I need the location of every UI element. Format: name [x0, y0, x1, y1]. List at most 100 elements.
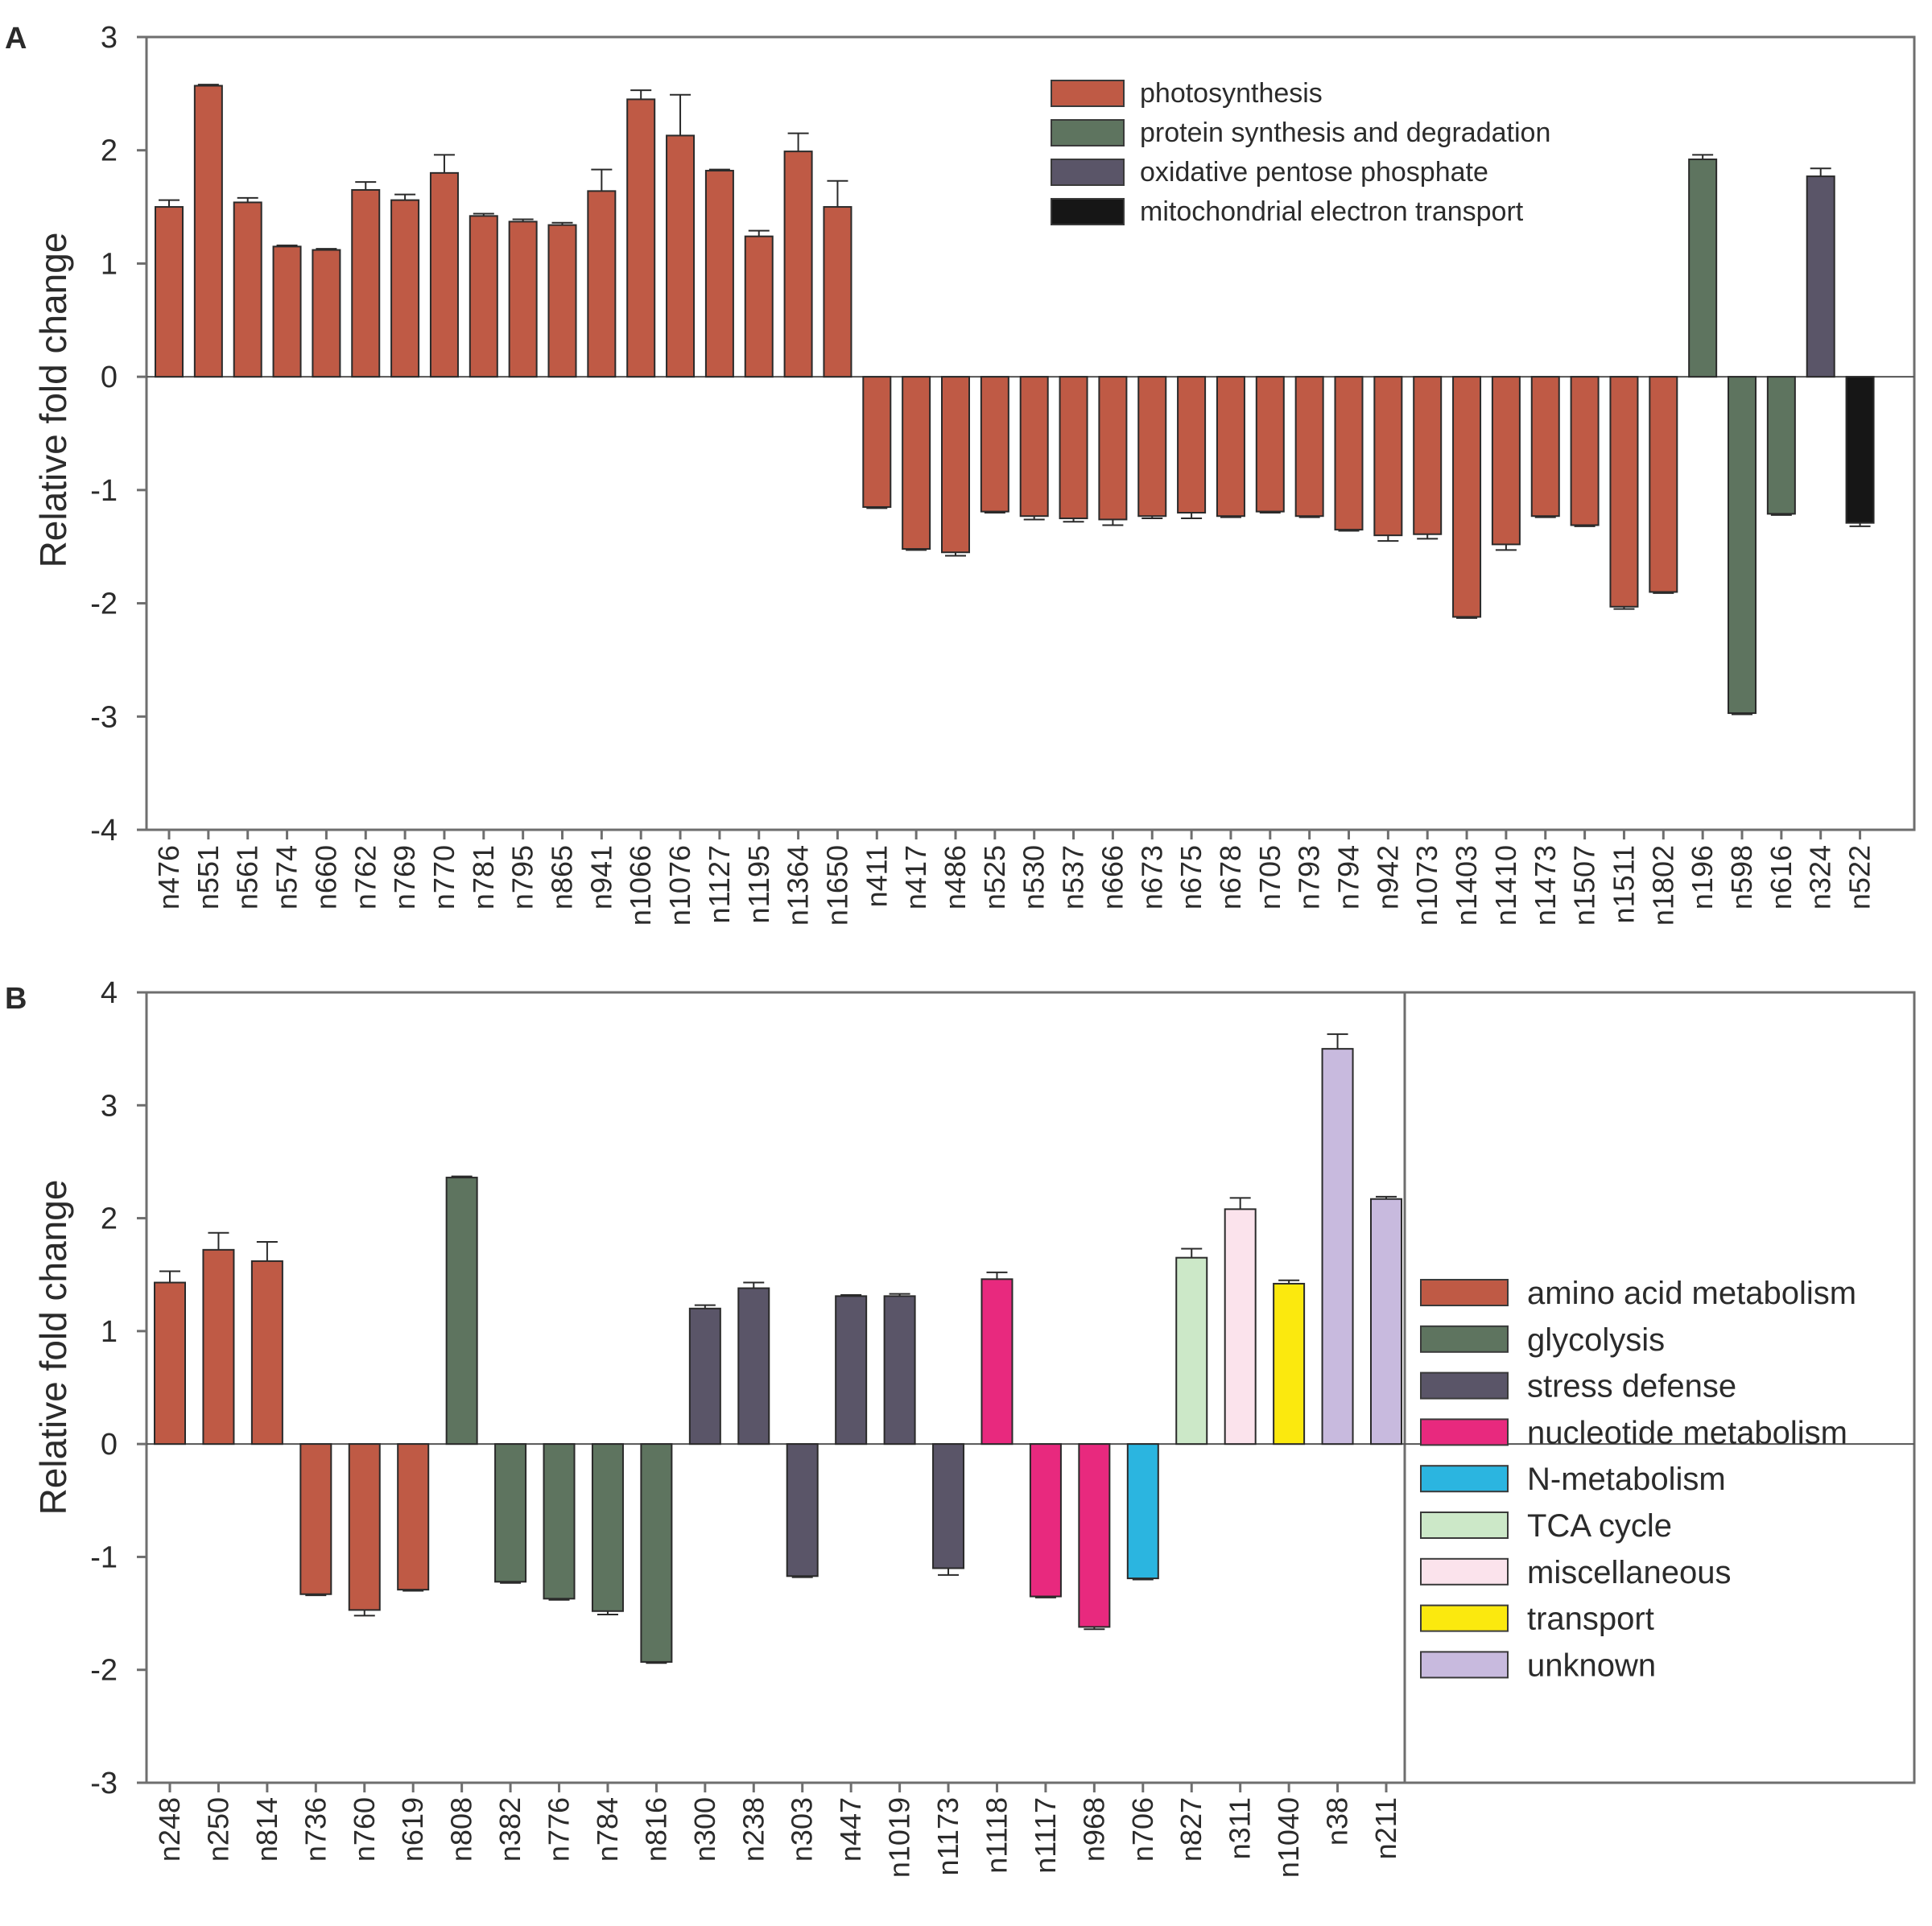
category-label-n619: n619	[396, 1797, 429, 1862]
y-tick-label: -4	[90, 814, 118, 848]
category-label-n522: n522	[1843, 845, 1876, 909]
category-label-n706: n706	[1126, 1797, 1159, 1862]
category-label-n447: n447	[834, 1797, 867, 1862]
category-label-n1066: n1066	[624, 845, 657, 926]
y-tick-label: 0	[101, 361, 118, 394]
category-label-n760: n760	[348, 1797, 381, 1862]
category-label-n1650: n1650	[820, 845, 853, 926]
legend-label: transport	[1527, 1602, 1654, 1637]
category-label-n816: n816	[639, 1797, 672, 1862]
legend-label: N-metabolism	[1527, 1462, 1726, 1497]
bar-n411	[862, 376, 892, 508]
bar-n794	[1334, 376, 1364, 531]
bar-n1473	[1530, 376, 1560, 518]
bar-n551	[193, 85, 223, 378]
error-bar-n1802	[1653, 592, 1674, 594]
error-bar-n762	[355, 181, 377, 190]
x-labels-a: n476 n551 n561 n574 n660 n762 n769 n770 n781 n795…	[152, 830, 1876, 926]
legend-swatch	[1420, 1279, 1509, 1306]
category-label-n705: n705	[1253, 845, 1286, 909]
legend-label: oxidative pentose phosphate	[1140, 157, 1488, 188]
error-bar-n736	[305, 1594, 327, 1597]
bar-n250	[202, 1248, 235, 1446]
bar-n1650	[823, 206, 852, 378]
error-bar-n1019	[889, 1293, 910, 1297]
bar-n1403	[1452, 376, 1482, 618]
error-bar-n447	[840, 1293, 862, 1297]
bar-n525	[980, 376, 1009, 513]
error-bar-n865	[551, 221, 573, 225]
bar-n1127	[704, 170, 734, 378]
error-bar-n770	[433, 154, 455, 173]
error-bar-n1195	[748, 229, 770, 237]
error-bar-n486	[945, 552, 966, 557]
legend-swatch	[1051, 119, 1125, 146]
legend-item: N-metabolism	[1420, 1462, 1726, 1497]
bar-n38	[1321, 1048, 1354, 1446]
error-bar-n1127	[708, 168, 730, 171]
legend-item: stress defense	[1420, 1369, 1736, 1404]
category-label-n941: n941	[584, 845, 617, 909]
legend-item: transport	[1420, 1602, 1654, 1637]
bar-n561	[233, 201, 262, 378]
error-bar-n530	[1023, 516, 1045, 521]
error-bar-n1410	[1495, 544, 1517, 551]
error-bar-n941	[591, 168, 613, 192]
plot-frame-a	[145, 35, 1916, 831]
panel-label-b: B	[5, 982, 27, 1016]
category-label-n250: n250	[201, 1797, 234, 1862]
legend-item: protein synthesis and degradation	[1051, 118, 1550, 148]
category-label-n324: n324	[1804, 845, 1837, 909]
bar-n211	[1370, 1198, 1402, 1446]
y-tick-label: -1	[90, 1540, 118, 1574]
category-label-n1173: n1173	[931, 1797, 964, 1875]
legend-item: mitochondrial electron transport	[1051, 196, 1524, 227]
legend-item: photosynthesis	[1051, 78, 1323, 109]
bar-n1364	[783, 151, 813, 378]
bar-n300	[688, 1307, 721, 1446]
error-bar-n706	[1132, 1578, 1154, 1581]
legend-item: TCA cycle	[1420, 1508, 1672, 1544]
error-bar-n411	[866, 506, 888, 509]
category-label-n776: n776	[543, 1797, 576, 1862]
bar-n660	[312, 249, 341, 378]
category-label-n1019: n1019	[883, 1797, 916, 1878]
legend-a: photosynthesis protein synthesis and degr…	[1051, 78, 1550, 227]
legend-swatch	[1420, 1465, 1509, 1493]
error-bar-n1118	[986, 1271, 1008, 1280]
category-label-n675: n675	[1174, 845, 1208, 909]
error-bar-n311	[1229, 1197, 1251, 1210]
error-bar-n769	[394, 193, 416, 200]
legend-item: miscellaneous	[1420, 1555, 1731, 1590]
category-label-n1127: n1127	[703, 845, 736, 923]
error-bar-n1473	[1534, 516, 1556, 518]
y-tick-label: 3	[101, 1089, 118, 1123]
bar-n1117	[1029, 1443, 1062, 1598]
bar-n865	[547, 224, 577, 378]
error-bar-n673	[1141, 516, 1163, 520]
y-tick-label: 2	[101, 134, 118, 168]
bar-n1040	[1273, 1282, 1306, 1446]
legend-item: amino acid metabolism	[1420, 1276, 1856, 1311]
y-tick-label: -1	[90, 474, 118, 508]
bar-n762	[351, 188, 381, 378]
bar-n598	[1728, 376, 1757, 715]
legend-label: protein synthesis and degradation	[1140, 118, 1550, 148]
legend-swatch	[1051, 80, 1125, 107]
legend-label: TCA cycle	[1527, 1508, 1672, 1544]
category-label-n211: n211	[1369, 1797, 1402, 1859]
panel-label-a: A	[5, 22, 27, 56]
error-bar-n324	[1810, 167, 1831, 177]
bar-n476	[155, 206, 184, 378]
legend-label: miscellaneous	[1527, 1555, 1731, 1590]
error-bar-n1511	[1613, 606, 1635, 610]
bar-n827	[1175, 1256, 1208, 1446]
category-label-n476: n476	[152, 845, 185, 909]
error-bar-n616	[1770, 513, 1792, 516]
error-bar-n598	[1732, 713, 1752, 716]
error-bar-n1117	[1034, 1596, 1056, 1598]
y-tick-label: 0	[101, 1428, 118, 1462]
category-label-n784: n784	[591, 1797, 624, 1862]
category-label-n311: n311	[1224, 1797, 1257, 1859]
